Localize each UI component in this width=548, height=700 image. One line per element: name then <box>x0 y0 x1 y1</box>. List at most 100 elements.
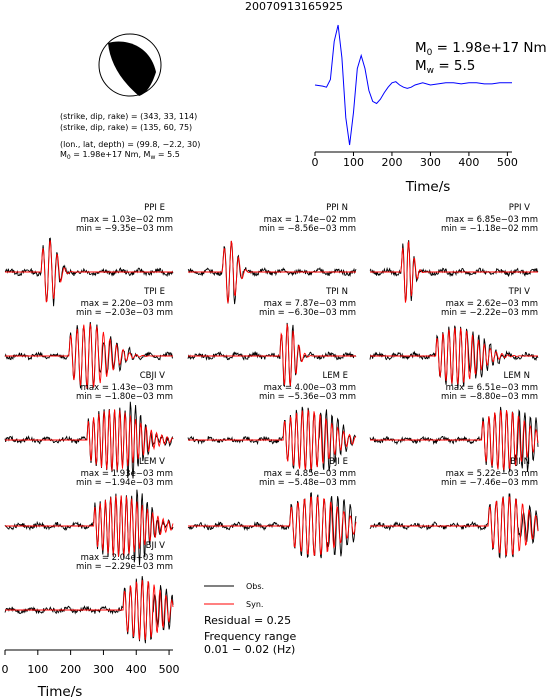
synthetic-waveform <box>188 240 356 304</box>
stf-series-line <box>314 24 512 146</box>
synthetic-waveform <box>5 409 174 471</box>
synthetic-waveform <box>5 495 174 557</box>
max-amplitude-label: max = 4.00e−03 mm <box>264 383 356 393</box>
legend: Obs. Syn. Residual = 0.25 Frequency rang… <box>204 582 297 656</box>
observed-waveform <box>4 489 174 566</box>
beachball-compressional-quadrant <box>108 41 156 96</box>
synthetic-waveform <box>5 579 174 640</box>
min-amplitude-label: min = −5.48e−03 mm <box>259 478 356 488</box>
station-label: BJI E <box>329 457 348 467</box>
source-time-function-plot: 0 100 200 300 400 500 M0 = 1.98e+17 Nm Mw = 5… <box>312 24 547 195</box>
max-amplitude-label: max = 7.87e−03 mm <box>264 299 356 309</box>
mechanism-line-4: M0 = 1.98e+17 Nm, Mw = 5.5 <box>60 150 180 161</box>
synthetic-waveform <box>188 496 357 556</box>
synthetic-waveform <box>188 409 357 471</box>
station-label: LEM N <box>503 371 530 381</box>
mechanism-line-3: (lon., lat, depth) = (99.8, −2.2, 30) <box>60 140 200 149</box>
bottom-x-ticks: 0 100 200 300 400 500 <box>2 650 180 676</box>
station-label: TPI V <box>508 287 531 297</box>
max-amplitude-label: max = 2.62e−03 mm <box>446 299 538 309</box>
min-amplitude-label: min = −8.80e−03 mm <box>441 392 538 402</box>
legend-syn-label: Syn. <box>246 600 263 609</box>
stf-tick-label: 100 <box>343 156 364 169</box>
min-amplitude-label: min = −1.18e−02 mm <box>441 224 538 234</box>
max-amplitude-label: max = 1.43e−03 mm <box>81 383 173 393</box>
synthetic-waveform <box>370 410 539 471</box>
observed-waveform <box>187 241 357 305</box>
max-amplitude-label: max = 2.04e−03 mm <box>81 553 173 563</box>
max-amplitude-label: max = 1.93e−03 mm <box>81 469 173 479</box>
figure-title: 20070913165925 <box>245 0 343 13</box>
mechanism-line-1: (strike, dip, rake) = (343, 33, 114) <box>60 112 197 121</box>
station-label: CBJI V <box>140 371 165 381</box>
max-amplitude-label: max = 5.22e−03 mm <box>446 469 538 479</box>
mechanism-line-2: (strike, dip, rake) = (135, 60, 75) <box>60 123 192 132</box>
stf-m0-label: M0 = 1.98e+17 Nm <box>415 40 547 58</box>
synthetic-waveform <box>5 323 173 389</box>
max-amplitude-label: max = 2.20e−03 mm <box>81 299 173 309</box>
waveform-time-axis: 0 100 200 300 400 500 Time/s <box>2 649 180 700</box>
synthetic-waveform <box>370 327 538 385</box>
station-label: BJI N <box>510 457 530 467</box>
station-label: TPI N <box>325 287 348 297</box>
stf-tick-label: 300 <box>420 156 441 169</box>
bottom-tick-label: 200 <box>60 663 81 676</box>
max-amplitude-label: max = 6.85e−03 mm <box>446 215 538 225</box>
residual-label: Residual = 0.25 <box>204 614 291 627</box>
frequency-range-label: Frequency range <box>204 630 297 643</box>
max-amplitude-label: max = 4.85e−03 mm <box>264 469 356 479</box>
min-amplitude-label: min = −1.80e−03 mm <box>76 392 173 402</box>
station-label: LEM E <box>322 371 348 381</box>
min-amplitude-label: min = −1.94e−03 mm <box>76 478 173 488</box>
min-amplitude-label: min = −9.35e−03 mm <box>76 224 173 234</box>
max-amplitude-label: max = 1.03e−02 mm <box>81 215 173 225</box>
stf-tick-label: 0 <box>312 156 319 169</box>
station-label: TPI E <box>143 287 165 297</box>
max-amplitude-label: max = 1.74e−02 mm <box>264 215 356 225</box>
focal-mechanism-beachball <box>98 33 162 97</box>
station-label: PPI E <box>144 203 165 213</box>
synthetic-waveform <box>188 324 356 387</box>
min-amplitude-label: min = −8.56e−03 mm <box>259 224 356 234</box>
stf-tick-label: 400 <box>458 156 479 169</box>
stf-x-ticks: 0 100 200 300 400 500 <box>312 152 518 169</box>
station-label: PPI N <box>326 203 348 213</box>
synthetic-waveform <box>5 240 173 303</box>
observed-waveform <box>4 576 174 644</box>
stf-mw-label: Mw = 5.5 <box>415 58 475 76</box>
synthetic-waveform <box>370 241 538 303</box>
mechanism-info: (strike, dip, rake) = (343, 33, 114) (st… <box>60 112 200 161</box>
bottom-tick-label: 0 <box>2 663 9 676</box>
station-label: PPI V <box>509 203 530 213</box>
bottom-tick-label: 100 <box>27 663 48 676</box>
observed-waveform <box>187 322 357 388</box>
min-amplitude-label: min = −6.30e−03 mm <box>259 308 356 318</box>
bottom-tick-label: 500 <box>159 663 180 676</box>
bottom-x-axis-label: Time/s <box>37 684 83 700</box>
min-amplitude-label: min = −2.29e−03 mm <box>76 562 173 572</box>
frequency-range-value: 0.01 − 0.02 (Hz) <box>204 643 295 656</box>
min-amplitude-label: min = −2.22e−03 mm <box>441 308 538 318</box>
min-amplitude-label: min = −7.46e−03 mm <box>441 478 538 488</box>
stf-tick-label: 200 <box>381 156 402 169</box>
synthetic-waveform <box>370 496 539 556</box>
min-amplitude-label: min = −2.03e−03 mm <box>76 308 173 318</box>
bottom-tick-label: 300 <box>93 663 114 676</box>
bottom-tick-label: 400 <box>126 663 147 676</box>
min-amplitude-label: min = −5.36e−03 mm <box>259 392 356 402</box>
